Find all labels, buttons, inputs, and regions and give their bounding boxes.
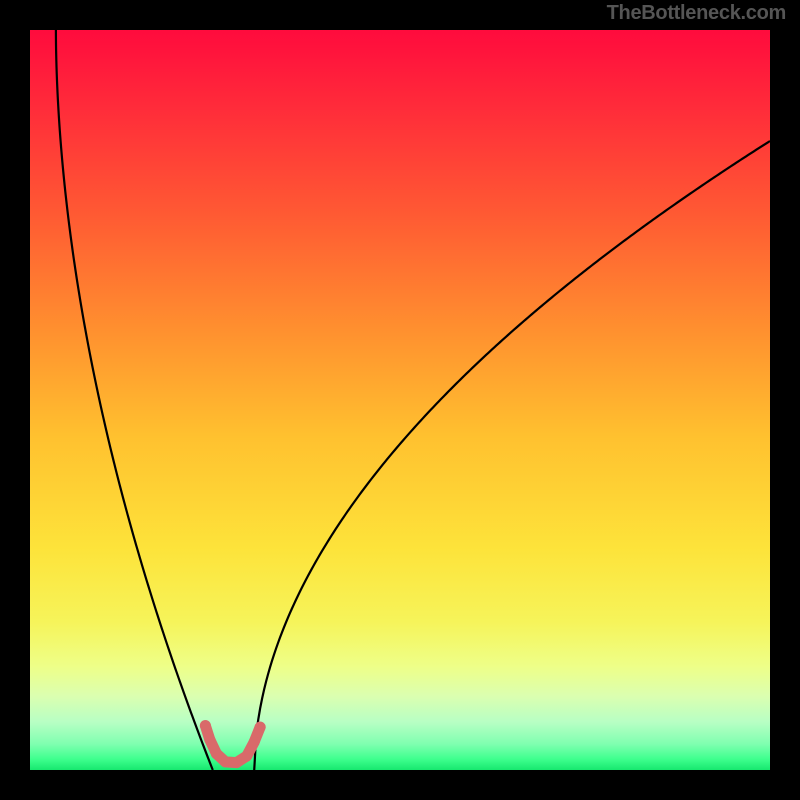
dip-marker-bead	[249, 736, 260, 747]
bottleneck-curve	[30, 30, 770, 770]
dip-marker-bead	[241, 750, 252, 761]
curve-left-branch	[56, 30, 213, 770]
curve-right-branch	[254, 141, 770, 770]
watermark-text: TheBottleneck.com	[607, 2, 786, 25]
dip-marker-bead	[220, 756, 231, 767]
dip-marker-bead	[211, 748, 222, 759]
dip-marker-bead	[204, 734, 215, 745]
dip-marker-bead	[200, 720, 211, 731]
dip-marker-bead	[231, 757, 242, 768]
chart-container: { "watermark": { "text": "TheBottleneck.…	[0, 0, 800, 800]
plot-area	[30, 30, 770, 770]
dip-marker-bead	[255, 722, 266, 733]
